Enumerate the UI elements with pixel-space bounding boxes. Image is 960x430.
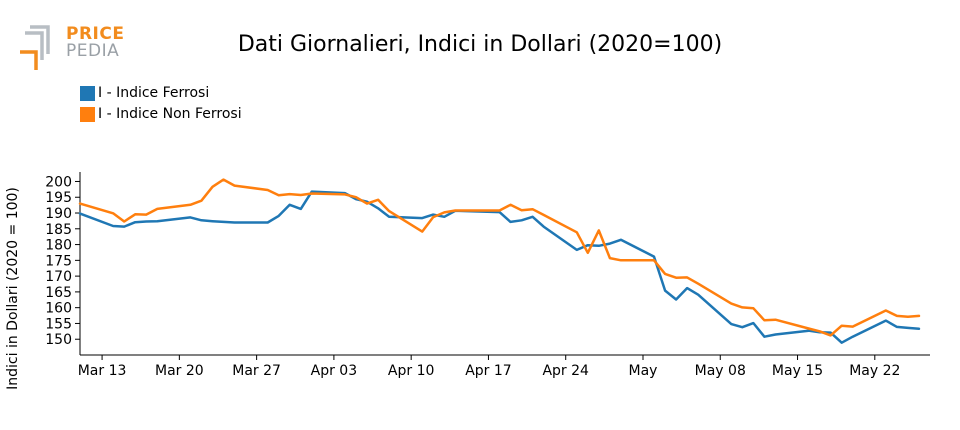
series-line-non-ferrosi [78,178,921,337]
logo-text-price: PRICE [66,24,125,44]
y-tick-label: 155 [45,316,72,332]
y-tick-label: 150 [45,332,72,348]
legend-item-ferrosi[interactable]: I - Indice Ferrosi [80,85,209,101]
x-tick-label: Apr 17 [465,363,511,379]
x-tick-label: Apr 03 [311,363,357,379]
x-tick-label: Mar 13 [78,363,127,379]
x-tick-label: May 08 [695,363,746,379]
y-tick-label: 180 [45,238,72,254]
y-tick-label: 190 [45,206,72,222]
legend-swatch-non-ferrosi [80,106,95,122]
y-tick-label: 195 [45,190,72,206]
legend-label-non-ferrosi: I - Indice Non Ferrosi [98,106,242,122]
x-tick-label: May 22 [849,363,900,379]
x-tick-label: May [629,363,658,379]
legend-swatch-ferrosi [80,85,95,101]
chart-series [78,178,921,344]
y-axis-title: Indici in Dollari (2020 = 100) [5,187,21,390]
legend-label-ferrosi: I - Indice Ferrosi [98,85,210,101]
pricepedia-logo: PRICE PEDIA [18,24,128,74]
x-tick-label: Apr 10 [388,363,434,379]
y-tick-label: 165 [45,285,72,301]
series-line-ferrosi [78,190,921,344]
x-tick-label: Mar 27 [232,363,281,379]
x-tick-label: Apr 24 [542,363,589,379]
y-tick-label: 175 [45,253,72,269]
x-tick-label: May 15 [772,363,823,379]
y-tick-label: 170 [45,269,72,285]
logo-text-pedia: PEDIA [66,41,120,61]
logo-mark-icon [20,25,50,70]
y-tick-label: 200 [45,174,72,190]
chart-title: Dati Giornalieri, Indici in Dollari (202… [237,32,723,57]
y-tick-label: 185 [45,222,72,238]
x-tick-label: Mar 20 [155,363,204,379]
y-tick-label: 160 [45,301,72,317]
legend-item-non-ferrosi[interactable]: I - Indice Non Ferrosi [80,106,242,122]
